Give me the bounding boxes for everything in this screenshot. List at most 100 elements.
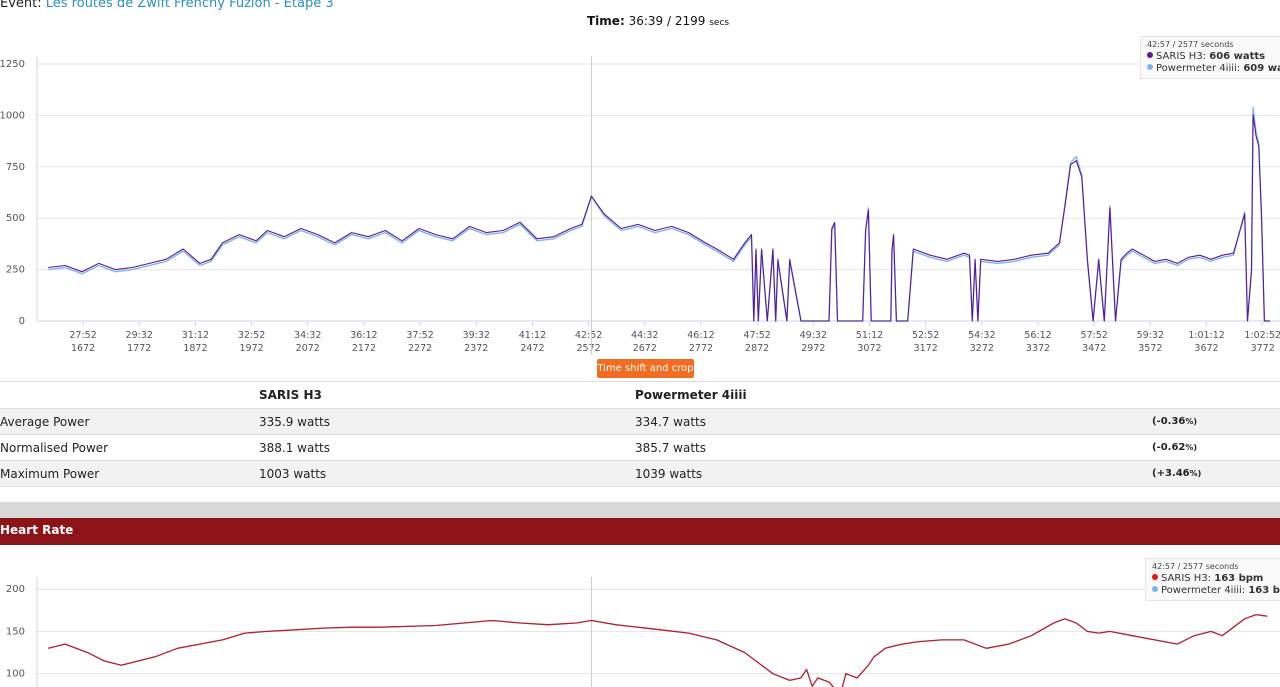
x-tick-seconds-label: 1872 — [183, 343, 207, 354]
y-tick-label: 500 — [6, 213, 25, 224]
x-tick-time-label: 51:12 — [856, 330, 883, 341]
x-tick-time-label: 56:12 — [1024, 330, 1051, 341]
row-value-2: 385.7 watts — [635, 434, 1152, 461]
series-line-2 — [48, 106, 1270, 322]
summary-header-blank — [0, 381, 259, 409]
power-tooltip: 42:57 / 2577 seconds SARIS H3: 606 watts… — [1140, 36, 1280, 79]
x-tick-seconds-label: 2272 — [408, 343, 432, 354]
row-label: Normalised Power — [0, 434, 259, 461]
x-tick-seconds-label: 3772 — [1251, 343, 1275, 354]
x-tick-seconds-label: 3572 — [1138, 343, 1162, 354]
x-tick-seconds-label: 3372 — [1026, 343, 1050, 354]
power-tooltip-row-1: SARIS H3: 606 watts — [1147, 51, 1280, 63]
summary-header-2: Powermeter 4iiii — [635, 381, 1152, 409]
series-line-2 — [48, 614, 1268, 687]
x-tick-seconds-label: 1972 — [239, 343, 263, 354]
x-tick-time-label: 46:12 — [687, 330, 714, 341]
row-label: Average Power — [0, 408, 259, 435]
power-tooltip-value-2: 609 watts — [1243, 63, 1280, 74]
power-chart[interactable]: 0 250 500 750 1000 1250 27:52 1672 29:32 1772 31:1… — [0, 0, 1280, 360]
y-tick-label: 1000 — [0, 110, 25, 121]
x-tick-seconds-label: 2072 — [296, 343, 320, 354]
x-tick-time-label: 47:52 — [743, 330, 770, 341]
heart-rate-section-header: Heart Rate — [0, 518, 1280, 545]
x-tick-seconds-label: 2872 — [745, 343, 769, 354]
x-tick-time-label: 36:12 — [350, 330, 377, 341]
event-label: Event: — [0, 0, 46, 11]
row-diff: (-0.36%) — [1152, 408, 1280, 435]
x-tick-time-label: 32:52 — [238, 330, 265, 341]
y-tick-label: 1250 — [0, 59, 25, 70]
row-diff: (-0.62%) — [1152, 434, 1280, 461]
power-summary-table: SARIS H3 Powermeter 4iiii Average Power … — [0, 381, 1280, 487]
y-tick-label: 200 — [6, 584, 25, 595]
row-value-1: 388.1 watts — [259, 434, 635, 461]
y-tick-label: 100 — [6, 669, 25, 680]
hr-tooltip-series-1: SARIS H3: — [1161, 573, 1215, 584]
x-tick-time-label: 27:52 — [69, 330, 96, 341]
x-tick-time-label: 42:52 — [575, 330, 602, 341]
section-divider — [0, 502, 1280, 518]
y-tick-label: 0 — [19, 316, 25, 327]
x-tick-seconds-label: 3272 — [970, 343, 994, 354]
hr-tooltip-value-1: 163 bpm — [1214, 573, 1264, 584]
x-tick-time-label: 49:32 — [800, 330, 827, 341]
series-dot-icon — [1147, 64, 1153, 70]
event-link[interactable]: Les routes de Zwift Frenchy Fuzion - Eta… — [45, 0, 334, 11]
x-tick-time-label: 41:12 — [519, 330, 546, 341]
row-label: Maximum Power — [0, 460, 259, 487]
hr-tooltip-row-2: Powermeter 4iiii: 163 bpm — [1152, 585, 1280, 597]
x-tick-time-label: 59:32 — [1137, 330, 1164, 341]
time-unit: secs — [709, 18, 730, 28]
row-diff: (+3.46%) — [1152, 460, 1280, 487]
x-tick-seconds-label: 3472 — [1082, 343, 1106, 354]
x-tick-time-label: 34:32 — [294, 330, 321, 341]
x-tick-time-label: 31:12 — [182, 330, 209, 341]
x-tick-seconds-label: 1772 — [127, 343, 151, 354]
hr-tooltip-series-2: Powermeter 4iiii: — [1161, 585, 1249, 596]
x-tick-time-label: 1:02:52 — [1244, 330, 1280, 341]
summary-header-row: SARIS H3 Powermeter 4iiii — [0, 381, 1280, 409]
table-row: Normalised Power 388.1 watts 385.7 watts… — [0, 434, 1280, 461]
x-tick-time-label: 44:32 — [631, 330, 658, 341]
x-tick-seconds-label: 2672 — [633, 343, 657, 354]
row-value-2: 334.7 watts — [635, 408, 1152, 435]
x-tick-seconds-label: 2472 — [520, 343, 544, 354]
power-tooltip-value-1: 606 watts — [1209, 51, 1266, 62]
series-line-1 — [48, 114, 1270, 322]
x-tick-seconds-label: 2372 — [464, 343, 488, 354]
x-tick-seconds-label: 2772 — [689, 343, 713, 354]
x-tick-time-label: 54:32 — [968, 330, 995, 341]
x-tick-time-label: 29:32 — [126, 330, 153, 341]
series-dot-icon — [1152, 574, 1158, 580]
power-tooltip-series-1: SARIS H3: — [1156, 51, 1210, 62]
hr-tooltip-header: 42:57 / 2577 seconds — [1152, 562, 1239, 571]
event-line: Event: Les routes de Zwift Frenchy Fuzio… — [0, 0, 334, 11]
y-tick-label: 150 — [6, 626, 25, 637]
row-value-1: 1003 watts — [259, 460, 635, 487]
hr-tooltip: 42:57 / 2577 seconds SARIS H3: 163 bpm P… — [1145, 558, 1280, 601]
x-tick-seconds-label: 3672 — [1194, 343, 1218, 354]
time-shift-crop-button[interactable]: Time shift and crop — [597, 359, 694, 378]
x-tick-time-label: 1:01:12 — [1188, 330, 1225, 341]
time-secs: 2199 — [674, 14, 706, 28]
x-tick-seconds-label: 2172 — [352, 343, 376, 354]
series-dot-icon — [1147, 52, 1153, 58]
series-line-1 — [48, 613, 1268, 687]
x-tick-seconds-label: 2572 — [577, 343, 601, 354]
time-label: Time: — [587, 14, 625, 28]
time-readout: Time: 36:39 / 2199 secs — [587, 14, 730, 28]
x-tick-seconds-label: 2972 — [801, 343, 825, 354]
power-tooltip-series-2: Powermeter 4iiii: — [1156, 63, 1244, 74]
y-tick-label: 250 — [6, 265, 25, 276]
table-row: Average Power 335.9 watts 334.7 watts (-… — [0, 408, 1280, 435]
heart-rate-chart[interactable]: 100 150 200 — [0, 545, 1280, 687]
row-value-2: 1039 watts — [635, 460, 1152, 487]
power-tooltip-row-2: Powermeter 4iiii: 609 watts — [1147, 63, 1280, 75]
x-tick-time-label: 37:52 — [406, 330, 433, 341]
row-value-1: 335.9 watts — [259, 408, 635, 435]
hr-tooltip-row-1: SARIS H3: 163 bpm — [1152, 573, 1280, 585]
time-value: 36:39 — [628, 14, 664, 28]
x-tick-time-label: 52:52 — [912, 330, 939, 341]
x-tick-seconds-label: 3072 — [857, 343, 881, 354]
